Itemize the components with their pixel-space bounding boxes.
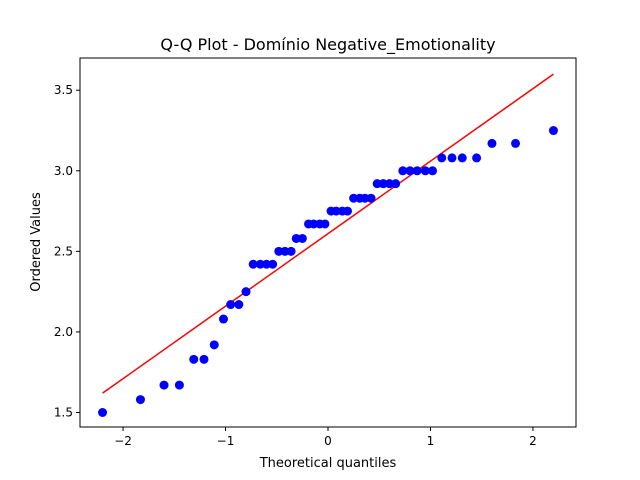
data-point: [320, 219, 330, 229]
y-axis-label: Ordered Values: [29, 192, 44, 292]
x-tick-label: −1: [217, 434, 235, 448]
plot-area: [98, 73, 558, 417]
data-point: [349, 193, 359, 203]
data-point: [209, 340, 219, 350]
fit-line: [102, 73, 554, 394]
data-point: [372, 179, 382, 189]
data-point: [174, 380, 184, 390]
data-point: [548, 126, 558, 136]
data-point: [398, 166, 408, 176]
data-point: [297, 233, 307, 243]
x-tick-label: 2: [529, 434, 537, 448]
y-tick-label: 1.5: [54, 405, 73, 419]
x-axis-label: Theoretical quantiles: [259, 456, 397, 471]
data-point: [255, 259, 265, 269]
data-point: [457, 153, 467, 163]
data-point: [268, 259, 278, 269]
data-point: [309, 219, 319, 229]
data-point: [286, 246, 296, 256]
x-tick-label: −2: [114, 434, 132, 448]
data-point: [447, 153, 457, 163]
data-point: [360, 193, 370, 203]
data-point: [412, 166, 422, 176]
y-tick-label: 2.5: [54, 244, 73, 258]
data-point: [98, 407, 108, 417]
data-point: [280, 246, 290, 256]
data-point: [274, 246, 284, 256]
data-point: [248, 259, 258, 269]
data-point: [218, 314, 228, 324]
data-point: [291, 233, 301, 243]
data-point: [405, 166, 415, 176]
y-tick-label: 3.5: [54, 83, 73, 97]
data-point: [226, 300, 236, 310]
data-point: [420, 166, 430, 176]
axes: −2 −1 0 1 2 1.5 2.0 2.5 3.0 3.5: [54, 57, 577, 448]
data-point: [234, 300, 244, 310]
data-point: [391, 179, 401, 189]
y-tick-label: 3.0: [54, 164, 73, 178]
data-point: [378, 179, 388, 189]
data-point: [342, 206, 352, 216]
data-point: [189, 354, 199, 364]
data-point: [472, 153, 482, 163]
data-point: [487, 138, 497, 148]
x-tick-label: 0: [324, 434, 332, 448]
data-point: [437, 153, 447, 163]
data-point: [159, 380, 169, 390]
data-point: [366, 193, 376, 203]
data-point: [331, 206, 341, 216]
data-point: [428, 166, 438, 176]
data-point: [135, 395, 145, 405]
data-point: [199, 354, 209, 364]
data-point: [511, 138, 521, 148]
y-tick-label: 2.0: [54, 325, 73, 339]
x-tick-label: 1: [427, 434, 435, 448]
data-point: [262, 259, 272, 269]
data-point: [241, 287, 251, 297]
data-point: [384, 179, 394, 189]
chart-title: Q-Q Plot - Domínio Negative_Emotionality: [160, 35, 495, 55]
